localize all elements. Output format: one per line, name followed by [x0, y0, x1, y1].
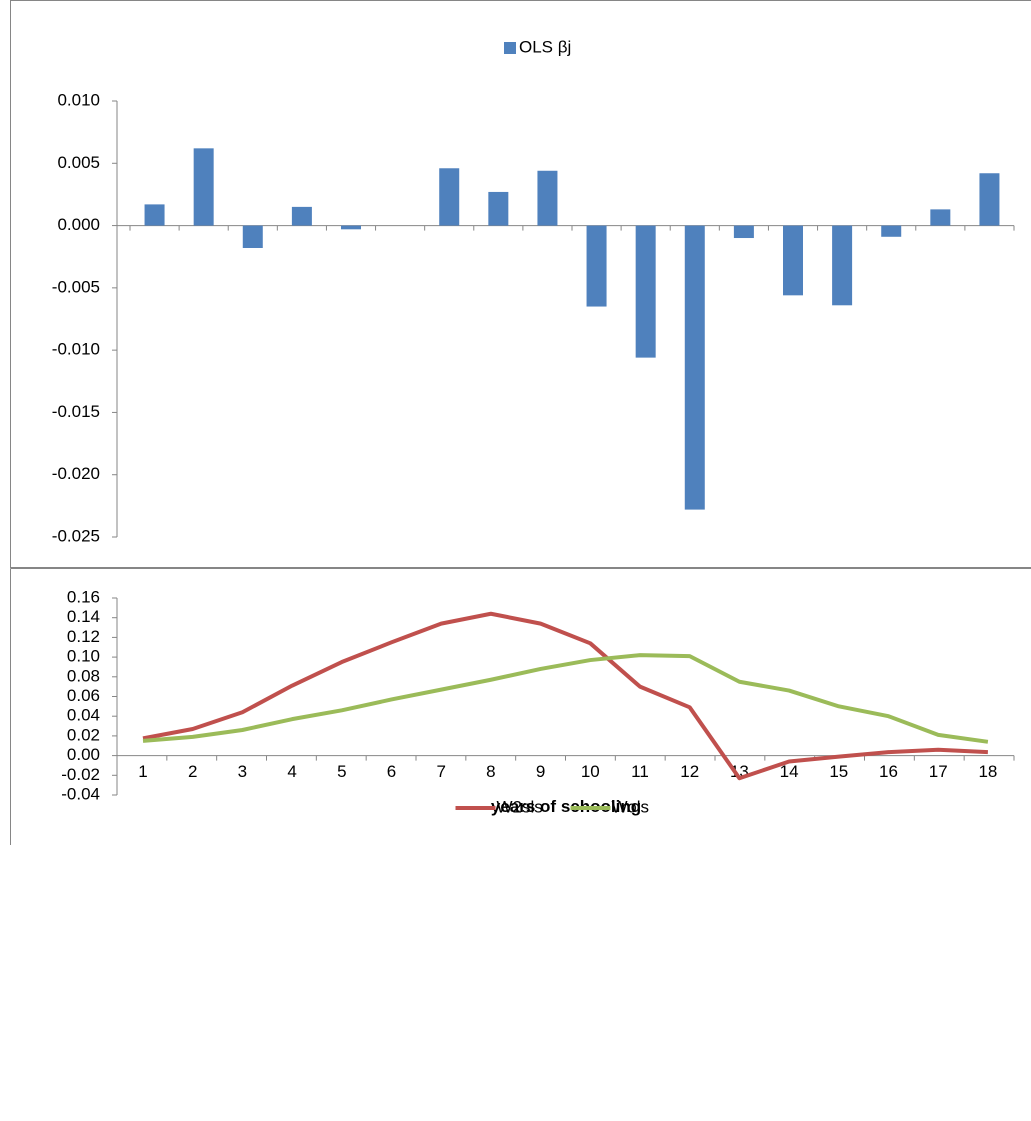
x-tick-label: 14 [780, 762, 799, 781]
x-tick-label: 1 [138, 762, 147, 781]
y-tick-label: 0.12 [67, 627, 100, 646]
x-tick-label: 6 [387, 762, 396, 781]
y-tick-label: 0.04 [67, 706, 100, 725]
x-tick-label: 16 [879, 762, 898, 781]
legend-label: OLS βj [519, 37, 571, 56]
y-tick-label: 0.14 [67, 607, 100, 626]
x-tick-label: 18 [978, 762, 997, 781]
bar [635, 225, 656, 358]
bar [684, 225, 705, 510]
legend-swatch [504, 42, 516, 54]
bar [733, 225, 754, 239]
y-tick-label: 0.10 [67, 647, 100, 666]
x-tick-label: 15 [829, 762, 848, 781]
x-tick-label: 11 [631, 762, 649, 781]
bar [979, 173, 1000, 226]
bar [144, 204, 165, 226]
y-tick-label: -0.02 [61, 765, 100, 784]
bar [881, 225, 902, 237]
y-tick-label: -0.015 [52, 402, 100, 421]
x-tick-label: 8 [486, 762, 495, 781]
x-tick-label: 7 [436, 762, 445, 781]
x-tick-label: 9 [536, 762, 545, 781]
bar [832, 225, 853, 306]
chart-frame [10, 0, 1031, 568]
x-tick-label: 4 [287, 762, 296, 781]
line [142, 611, 988, 781]
bar [242, 225, 263, 248]
legend-label: Wols [612, 797, 649, 816]
bar [586, 225, 607, 307]
y-tick-label: -0.020 [52, 464, 100, 483]
bar [488, 191, 509, 226]
y-tick-label: 0.06 [67, 686, 100, 705]
x-axis-title: years of schooling [491, 797, 641, 816]
y-tick-label: 0.005 [57, 153, 100, 172]
y-tick-label: 0.08 [67, 666, 100, 685]
x-tick-label: 17 [929, 762, 948, 781]
x-tick-label: 5 [337, 762, 346, 781]
x-tick-label: 10 [581, 762, 600, 781]
y-tick-label: -0.005 [52, 277, 100, 296]
x-tick-label: 3 [238, 762, 247, 781]
y-tick-label: -0.025 [52, 526, 100, 545]
legend-label: W2sls [497, 797, 543, 816]
y-tick-label: 0.000 [57, 215, 100, 234]
y-tick-label: -0.04 [61, 784, 100, 803]
y-tick-label: 0.02 [67, 725, 100, 744]
bar [193, 148, 214, 226]
x-tick-label: 12 [680, 762, 699, 781]
bar [439, 168, 460, 226]
bar [537, 170, 558, 226]
y-tick-label: 0.010 [57, 90, 100, 109]
bar [930, 209, 951, 226]
chart-frame [10, 568, 1031, 845]
line [142, 653, 989, 744]
bar [783, 225, 803, 296]
x-tick-label: 2 [188, 762, 197, 781]
bar [291, 206, 312, 226]
bar [341, 225, 361, 230]
y-tick-label: 0.00 [67, 745, 100, 764]
y-tick-label: -0.010 [52, 340, 100, 359]
y-tick-label: 0.16 [67, 587, 100, 606]
